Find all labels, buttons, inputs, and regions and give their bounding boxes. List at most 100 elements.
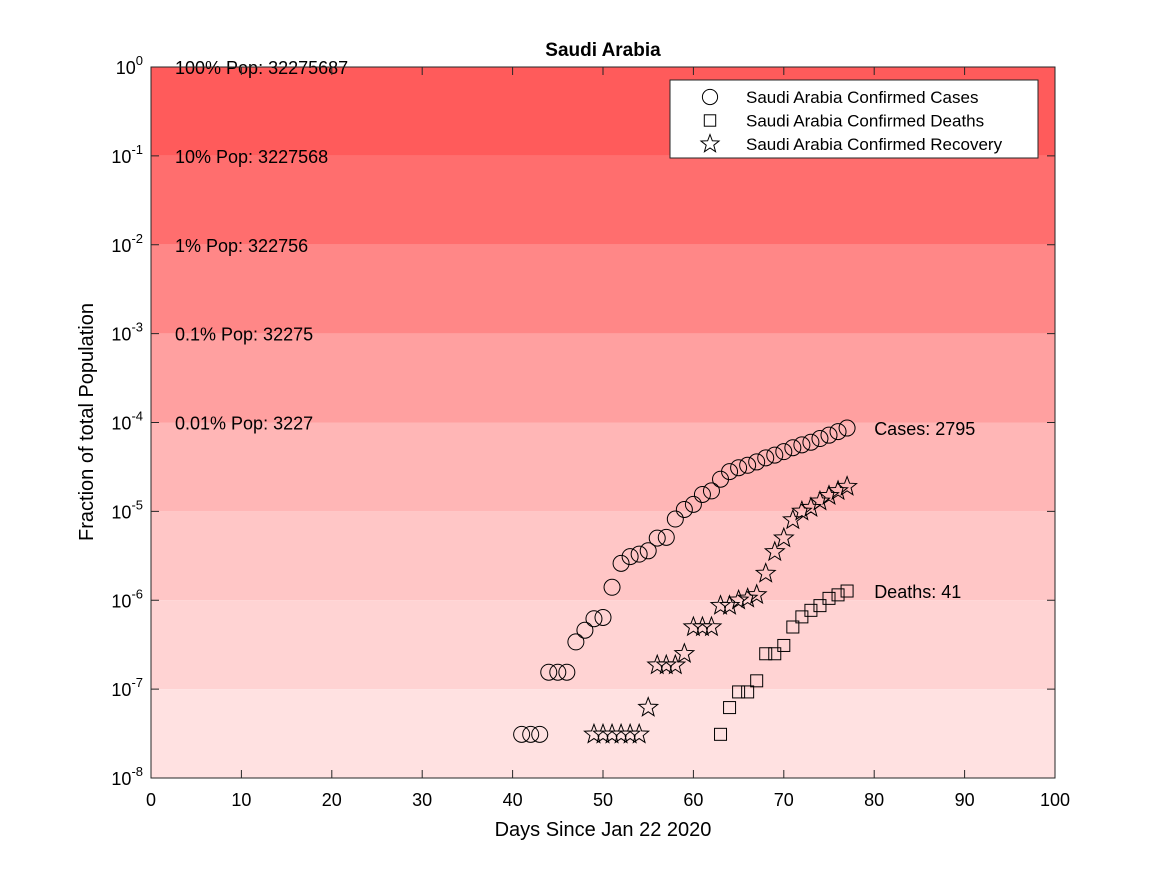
circle-point (811, 430, 829, 448)
star-point (736, 586, 759, 608)
population-band (151, 333, 1055, 423)
star-point (592, 722, 614, 744)
population-band (151, 600, 1055, 690)
x-tick-label: 100 (1040, 790, 1070, 810)
circle-point (657, 528, 675, 546)
y-tick-label: 10-1 (111, 142, 143, 167)
population-band-label: 10% Pop: 3227568 (175, 147, 328, 167)
star-point (709, 594, 732, 615)
square-point (714, 727, 728, 741)
y-tick-label: 100 (116, 53, 143, 78)
circle-point (666, 510, 684, 528)
star-point (682, 615, 705, 637)
star-point (745, 583, 768, 605)
series-square (714, 584, 854, 741)
x-tick-label: 50 (593, 790, 613, 810)
square-point (822, 591, 836, 605)
legend-box (669, 79, 1039, 159)
population-band-label: 1% Pop: 322756 (175, 236, 308, 256)
star-point (800, 496, 822, 517)
star-point (637, 696, 660, 717)
star-point (619, 722, 641, 744)
plot-frame (150, 66, 1056, 779)
legend-entry-label: Saudi Arabia Confirmed Cases (746, 88, 978, 107)
circle-point (829, 423, 847, 441)
star-point (610, 722, 632, 744)
star-point (754, 562, 777, 583)
circle-point (513, 725, 531, 743)
data-points (513, 419, 858, 744)
circle-point (585, 610, 603, 628)
circle-point (721, 463, 739, 481)
y-tick-label: 10-5 (111, 497, 143, 522)
circle-point (540, 663, 558, 681)
circle-point (766, 446, 784, 464)
square-point (795, 610, 809, 624)
y-axis-label: Fraction of total Population (76, 303, 98, 541)
legend-entry-label: Saudi Arabia Confirmed Recovery (746, 135, 1003, 154)
x-axis-label: Days Since Jan 22 2020 (495, 819, 712, 841)
x-tick-label: 40 (503, 790, 523, 810)
circle-point (730, 459, 748, 477)
series-star (583, 475, 858, 744)
population-band-labels: 100% Pop: 32275687 10% Pop: 3227568 1% Pop… (175, 58, 348, 434)
population-band (151, 422, 1055, 512)
chart-title: Saudi Arabia (545, 40, 661, 61)
star-point (673, 642, 696, 664)
population-band-label: 0.1% Pop: 32275 (175, 325, 313, 345)
circle-point (576, 621, 594, 639)
population-band (151, 511, 1055, 601)
star-point (718, 594, 741, 615)
circle-point (639, 542, 657, 560)
axis-ticks (150, 66, 1056, 779)
circle-point (522, 725, 540, 743)
legend-entry-label: Saudi Arabia Confirmed Deaths (746, 112, 984, 131)
circle-point (567, 633, 585, 651)
y-tick-label: 10-3 (111, 320, 143, 345)
circle-point (675, 500, 693, 518)
annotation-label: Deaths: 41 (874, 582, 961, 602)
star-point (646, 653, 669, 675)
circle-point (739, 456, 757, 474)
series-circle (513, 419, 856, 743)
population-bands (151, 67, 1055, 778)
x-tick-labels: 0 10 20 30 40 50 60 70 80 90 100 (146, 790, 1070, 810)
circle-point (594, 608, 612, 626)
square-point (723, 701, 737, 715)
square-point (813, 599, 827, 613)
annotations: Cases: 2795 Deaths: 41 (874, 419, 975, 602)
y-tick-label: 10-7 (111, 675, 143, 700)
x-tick-label: 60 (683, 790, 703, 810)
x-tick-label: 80 (864, 790, 884, 810)
circle-point (621, 548, 639, 566)
circle-point (793, 436, 811, 454)
population-band-label: 100% Pop: 32275687 (175, 58, 348, 78)
y-tick-labels: 10-8 10-7 10-6 10-5 10-4 10-3 10-2 10-1 100 (111, 53, 143, 789)
population-band (151, 155, 1055, 245)
square-point (759, 647, 773, 661)
star-point (818, 484, 840, 505)
circle-point (748, 453, 766, 471)
circle-point (531, 725, 549, 743)
star-point (700, 615, 723, 637)
circle-point (775, 443, 793, 461)
circle-point (603, 578, 621, 596)
population-band (151, 689, 1055, 778)
y-tick-label: 10-6 (111, 586, 143, 611)
square-point (732, 685, 746, 699)
circle-point (802, 433, 820, 451)
square-point (777, 638, 791, 652)
x-tick-label: 20 (322, 790, 342, 810)
population-band-label: 0.01% Pop: 3227 (175, 414, 313, 434)
legend: Saudi Arabia Confirmed Cases Saudi Arabia… (669, 79, 1039, 159)
x-tick-label: 90 (955, 790, 975, 810)
star-point (655, 653, 678, 675)
circle-point (784, 439, 802, 457)
star-point (628, 722, 651, 744)
circle-point (549, 663, 567, 681)
star-point (809, 489, 831, 511)
circle-point (838, 419, 856, 437)
square-point (786, 620, 800, 634)
circle-point (820, 426, 838, 444)
